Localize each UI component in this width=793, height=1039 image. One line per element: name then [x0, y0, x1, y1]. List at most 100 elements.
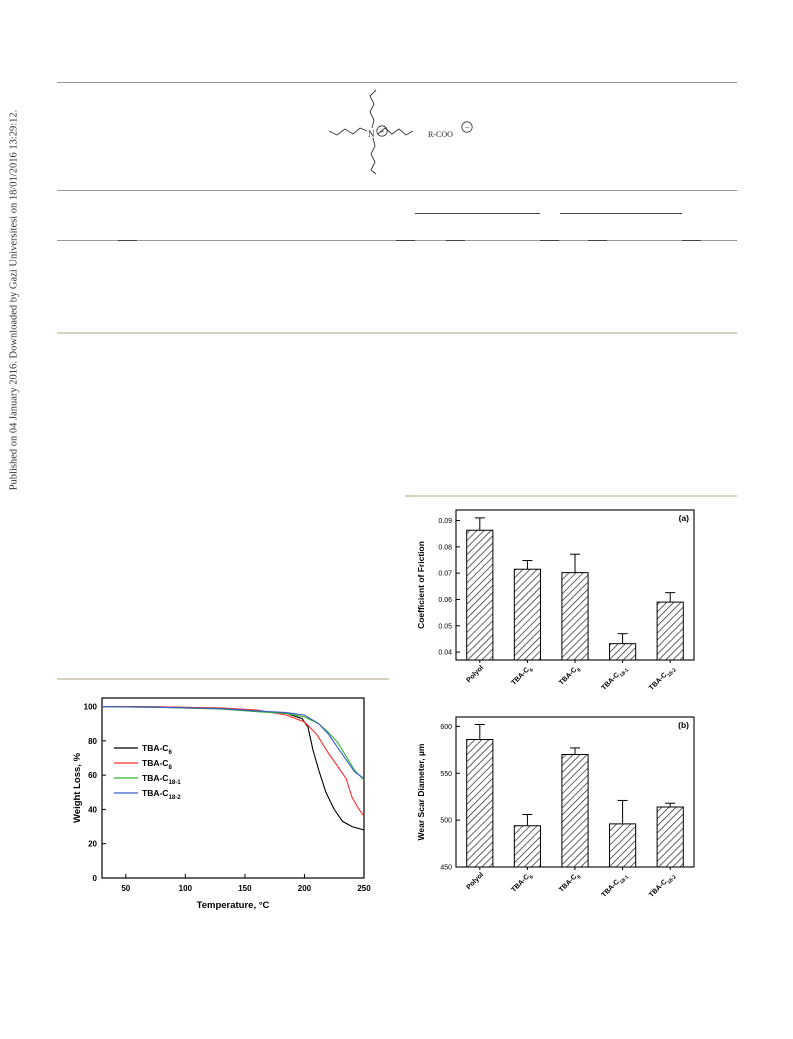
x-tick-label-4-sub: 18-2 — [666, 667, 678, 679]
bar-3 — [609, 643, 637, 661]
legend-entry-0-sub: 6 — [168, 749, 172, 756]
col-mark-1 — [118, 240, 137, 241]
x-tick-label-group-4: TBA-C18-2 — [648, 874, 678, 899]
legend-entry-1-sub: 8 — [168, 764, 172, 771]
y-tick-label: 0.09 — [438, 518, 452, 525]
legend-entry-1: TBA-C8 — [142, 758, 172, 771]
bar-3 — [609, 823, 637, 868]
x-axis-label: Temperature, °C — [197, 900, 270, 911]
bar-2 — [561, 572, 589, 661]
x-tick-label-0: Polyol — [465, 871, 485, 891]
cation-charge: + — [380, 127, 385, 136]
legend-entry-3-sub: 18-2 — [168, 794, 181, 801]
x-tick-label-0-text: Polyol — [465, 871, 485, 891]
col-mark-5 — [588, 240, 607, 241]
y-tick-label: 0.07 — [438, 571, 452, 578]
y-tick-label: 0.06 — [438, 597, 452, 604]
legend-entry-2-sub: 18-1 — [168, 779, 181, 786]
y-tick-label: 80 — [88, 737, 97, 746]
x-tick-label: 50 — [121, 884, 130, 893]
x-tick-label-group-2: TBA-C8 — [558, 664, 583, 689]
bar-0 — [466, 529, 494, 661]
col-mark-4 — [540, 240, 559, 241]
x-tick-label: 200 — [298, 884, 312, 893]
x-tick-label-2-sub: 8 — [576, 874, 582, 880]
plot-frame — [101, 697, 365, 879]
y-tick-label: 550 — [440, 771, 452, 778]
x-tick-label-group-0: Polyol — [465, 664, 485, 684]
x-tick-label: 150 — [238, 884, 252, 893]
y-tick-label: 0 — [93, 874, 98, 883]
table-top-rule — [57, 82, 737, 83]
y-tick-label: 600 — [440, 724, 452, 731]
x-tick-label-1: TBA-C6 — [510, 664, 535, 689]
x-tick-label-0-text: Polyol — [465, 664, 485, 684]
x-tick-label-3-sub: 18-1 — [619, 874, 631, 886]
y-tick-label: 20 — [88, 840, 97, 849]
y-axis-label: Weight Loss, % — [72, 752, 83, 823]
x-tick-label-group-3: TBA-C18-1 — [601, 664, 631, 694]
table-group-rule-1 — [415, 213, 540, 214]
series-line-1 — [101, 706, 365, 817]
x-tick-label-1: TBA-C6 — [510, 871, 535, 896]
col-mark-6 — [682, 240, 701, 241]
bar-1 — [513, 825, 541, 868]
x-tick-label-group-2: TBA-C8 — [558, 871, 583, 896]
bar-2 — [561, 754, 589, 868]
sidebar: Published on 04 January 2016. Downloaded… — [0, 0, 28, 1039]
bar-4 — [656, 601, 684, 661]
x-tick-label-2: TBA-C8 — [558, 664, 583, 689]
figure-rule-left — [57, 678, 389, 680]
wear-scar-bar-chart: (b) 450 500 550 600 Wear Scar Diameter, µm Pol… — [416, 716, 695, 901]
x-tick-label-4-sub: 18-2 — [666, 874, 678, 886]
x-tick-label: 100 — [179, 884, 193, 893]
legend-entry-3: TBA-C18-2 — [142, 788, 181, 801]
table-group-rule-2 — [560, 213, 682, 214]
anion-label: R-COO — [428, 130, 453, 139]
bar-4 — [656, 806, 684, 868]
y-tick-label: 0.04 — [438, 650, 452, 657]
legend-entry-2: TBA-C18-1 — [142, 773, 181, 786]
x-tick-label-4: TBA-C18-2 — [648, 664, 678, 694]
legend-entry-0: TBA-C6 — [142, 743, 172, 756]
positive-charge-icon — [376, 125, 388, 137]
x-tick-label-3: TBA-C18-1 — [601, 664, 631, 694]
y-axis-label: Wear Scar Diameter, µm — [416, 743, 426, 840]
x-tick-label-group-1: TBA-C6 — [510, 871, 535, 896]
x-tick-label-3: TBA-C18-1 — [601, 871, 631, 901]
figure-rule-right — [405, 495, 737, 497]
x-tick-label-2: TBA-C8 — [558, 871, 583, 896]
x-tick-label-group-1: TBA-C6 — [510, 664, 535, 689]
legend-entry-1-text: TBA-C — [142, 758, 168, 768]
col-mark-3 — [446, 240, 465, 241]
x-tick-label-1-sub: 6 — [529, 874, 535, 880]
publication-note: Published on 04 January 2016. Downloaded… — [8, 109, 20, 491]
legend-entry-3-text: TBA-C — [142, 788, 168, 798]
x-tick-label-group-0: Polyol — [465, 871, 485, 891]
legend-entry-2-text: TBA-C — [142, 773, 168, 783]
y-tick-label: 450 — [440, 865, 452, 872]
y-axis-label: Coefficient of Friction — [416, 541, 426, 629]
x-tick-label-group-3: TBA-C18-1 — [601, 871, 631, 901]
bar-0 — [466, 739, 494, 868]
col-mark-2 — [396, 240, 415, 241]
table-bottom-rule — [57, 332, 737, 334]
x-tick-label-2-sub: 8 — [576, 667, 582, 673]
y-tick-label: 0.05 — [438, 623, 452, 630]
y-tick-label: 40 — [88, 805, 97, 814]
y-tick-label: 500 — [440, 818, 452, 825]
y-tick-label: 0.08 — [438, 544, 452, 551]
panel-label: (a) — [679, 513, 690, 523]
x-tick-label-group-4: TBA-C18-2 — [648, 664, 678, 694]
bar-1 — [513, 568, 541, 661]
panel-label: (b) — [678, 720, 689, 730]
anion-charge: − — [465, 123, 470, 132]
table-header-rule — [57, 190, 737, 191]
negative-charge-icon — [461, 121, 473, 133]
friction-bar-chart: (a) 0.04 0.05 0.06 0.07 0.08 0.09 Coefficient o… — [416, 509, 695, 694]
x-tick-label-1-sub: 6 — [529, 667, 535, 673]
y-tick-label: 60 — [88, 771, 97, 780]
x-tick-label: 250 — [357, 884, 371, 893]
cation-atom: N — [368, 129, 375, 139]
legend-entry-0-text: TBA-C — [142, 743, 168, 753]
